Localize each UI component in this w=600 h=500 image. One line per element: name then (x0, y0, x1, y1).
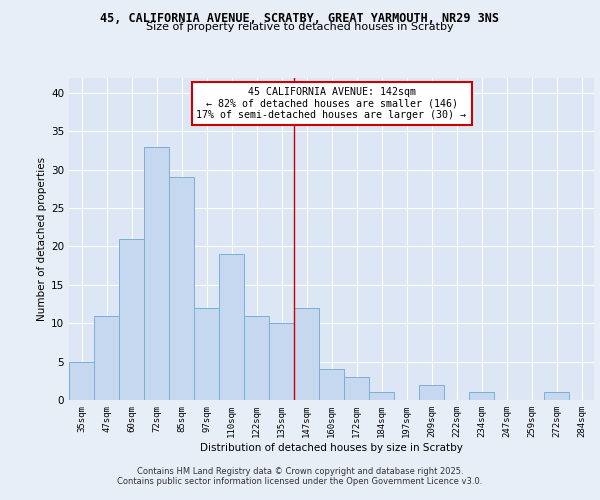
Text: 45, CALIFORNIA AVENUE, SCRATBY, GREAT YARMOUTH, NR29 3NS: 45, CALIFORNIA AVENUE, SCRATBY, GREAT YA… (101, 12, 499, 26)
Bar (194, 308, 219, 400)
Text: 45 CALIFORNIA AVENUE: 142sqm
← 82% of detached houses are smaller (146)
17% of s: 45 CALIFORNIA AVENUE: 142sqm ← 82% of de… (197, 87, 467, 120)
Bar (219, 254, 244, 400)
Y-axis label: Number of detached properties: Number of detached properties (37, 156, 47, 321)
Bar (119, 239, 144, 400)
Bar (419, 384, 444, 400)
Text: Contains public sector information licensed under the Open Government Licence v3: Contains public sector information licen… (118, 477, 482, 486)
Bar (144, 146, 169, 400)
Bar (294, 308, 319, 400)
Bar (269, 323, 294, 400)
Bar (469, 392, 494, 400)
Text: Size of property relative to detached houses in Scratby: Size of property relative to detached ho… (146, 22, 454, 32)
Text: Contains HM Land Registry data © Crown copyright and database right 2025.: Contains HM Land Registry data © Crown c… (137, 467, 463, 476)
Bar (319, 370, 344, 400)
Bar (344, 377, 369, 400)
Bar (544, 392, 569, 400)
Bar (244, 316, 269, 400)
Bar (369, 392, 394, 400)
Bar (69, 362, 94, 400)
Bar (169, 178, 194, 400)
Bar (94, 316, 119, 400)
X-axis label: Distribution of detached houses by size in Scratby: Distribution of detached houses by size … (200, 442, 463, 452)
